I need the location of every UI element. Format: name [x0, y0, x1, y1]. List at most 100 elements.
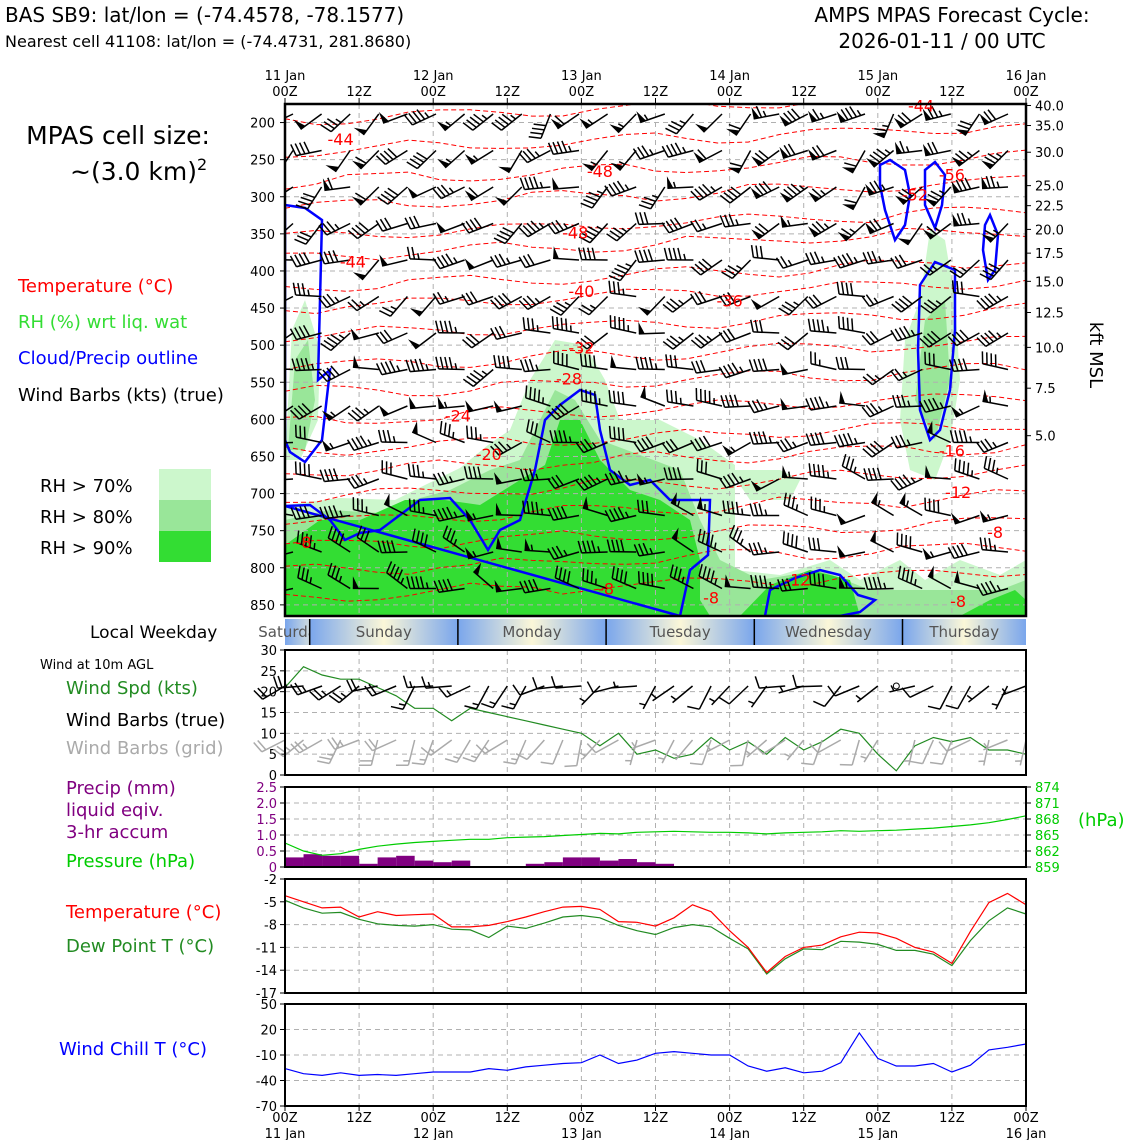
barb-half-flag [992, 441, 998, 448]
upper-wind-barb [775, 437, 809, 453]
barb-flag [665, 127, 677, 135]
barb-flag [299, 506, 306, 519]
temperature-label: -8 [598, 580, 614, 599]
barb-half-flag [995, 153, 1003, 158]
barb-flag [583, 438, 593, 450]
precip-bar [525, 863, 545, 867]
barb-flag [927, 142, 934, 155]
barb-flag [809, 743, 819, 754]
barb-half-flag [445, 121, 452, 127]
upper-wind-barb [837, 316, 866, 334]
barb-flag [304, 533, 308, 547]
barb-half-flag [678, 299, 684, 305]
barb-flag [902, 474, 912, 485]
upper-wind-barb [406, 246, 437, 261]
barb-flag [295, 204, 308, 210]
barb-half-flag [275, 363, 276, 369]
barb-flag [663, 467, 669, 480]
barb-flag [323, 121, 335, 130]
barb-pennant [927, 420, 933, 435]
barb-pennant [579, 118, 591, 129]
barb-flag [406, 246, 411, 260]
wind-grid-barb [503, 739, 527, 765]
barb-flag [755, 245, 759, 258]
barb-flag [580, 337, 592, 347]
pressure-tick-label: 550 [250, 376, 275, 391]
barb-flag [733, 394, 739, 407]
barb-flag [777, 341, 789, 351]
upper-wind-barb [663, 247, 694, 261]
barb-flag [812, 318, 816, 332]
barb-pennant [636, 473, 646, 485]
barb-flag [724, 214, 730, 227]
cloud-outline [763, 568, 878, 616]
upper-wind-barb [285, 551, 294, 555]
barb-flag [535, 501, 539, 515]
barb-flag [555, 474, 564, 486]
barb-half-flag [874, 374, 881, 381]
cross-section-frame [283, 102, 1028, 618]
barb-flag [899, 434, 907, 447]
barb-pennant [352, 272, 366, 280]
barb-flag [273, 748, 284, 758]
barb-flag [328, 505, 335, 518]
barb-flag [690, 190, 701, 201]
barb-flag [551, 221, 560, 233]
upper-wind-barb [490, 325, 522, 340]
barb-half-flag [579, 752, 586, 757]
barb-flag [732, 527, 739, 540]
barb-pennant [494, 196, 508, 206]
barb-flag [470, 426, 473, 439]
barb-shaft [300, 113, 323, 130]
upper-wind-barb [870, 491, 894, 517]
barb-flag [522, 500, 526, 513]
barb-flag [375, 220, 384, 232]
barb-flag [988, 263, 1001, 271]
wind-10m-barb [402, 675, 434, 689]
legend-cloud: Cloud/Precip outline [18, 348, 198, 369]
wind-10m-barb [639, 685, 657, 710]
barb-flag [528, 176, 535, 189]
barb-flag [891, 303, 902, 313]
barb-half-flag [738, 476, 744, 483]
barb-half-flag [820, 189, 826, 196]
barb-pennant [610, 355, 617, 368]
wind-grid-barb [705, 739, 730, 753]
barb-flag [910, 571, 914, 584]
legend-wind-barbs-true: Wind Barbs (true) [66, 710, 225, 731]
kft-tick-label: 35.0 [1035, 120, 1064, 135]
barb-shaft [696, 507, 723, 517]
barb-half-flag [983, 742, 989, 749]
barb-shaft [557, 113, 580, 130]
barb-flag [562, 430, 568, 443]
pressure-line [284, 815, 1027, 856]
barb-half-flag [453, 511, 458, 518]
calm-circle [892, 682, 900, 690]
barb-half-flag [392, 436, 396, 443]
barb-flag [872, 151, 884, 160]
barb-half-flag [877, 405, 883, 412]
barb-flag [805, 398, 812, 411]
temperature-labels: -44-44-48-52-56-48-44-40-36-32-28-24-20-… [296, 96, 1004, 611]
barb-flag [297, 405, 308, 416]
barb-flag [298, 253, 306, 265]
temperature-contour [285, 175, 1026, 209]
barb-flag [274, 293, 282, 302]
upper-wind-barb [522, 317, 551, 334]
barb-flag [954, 430, 959, 443]
barb-flag [980, 334, 991, 345]
barb-flag [547, 223, 556, 235]
upper-wind-barb [805, 251, 837, 266]
y-tick-label: 2.0 [256, 797, 277, 812]
upper-wind-barb [922, 141, 951, 157]
barb-flag [432, 473, 440, 486]
wind-grid-barb [564, 739, 583, 768]
barb-half-flag [534, 151, 540, 157]
barb-flag [665, 354, 669, 367]
barb-half-flag [739, 538, 744, 545]
upper-wind-barbs [274, 105, 1009, 597]
barb-flag [930, 330, 941, 341]
barb-flag [639, 356, 645, 370]
barb-flag [663, 247, 669, 261]
